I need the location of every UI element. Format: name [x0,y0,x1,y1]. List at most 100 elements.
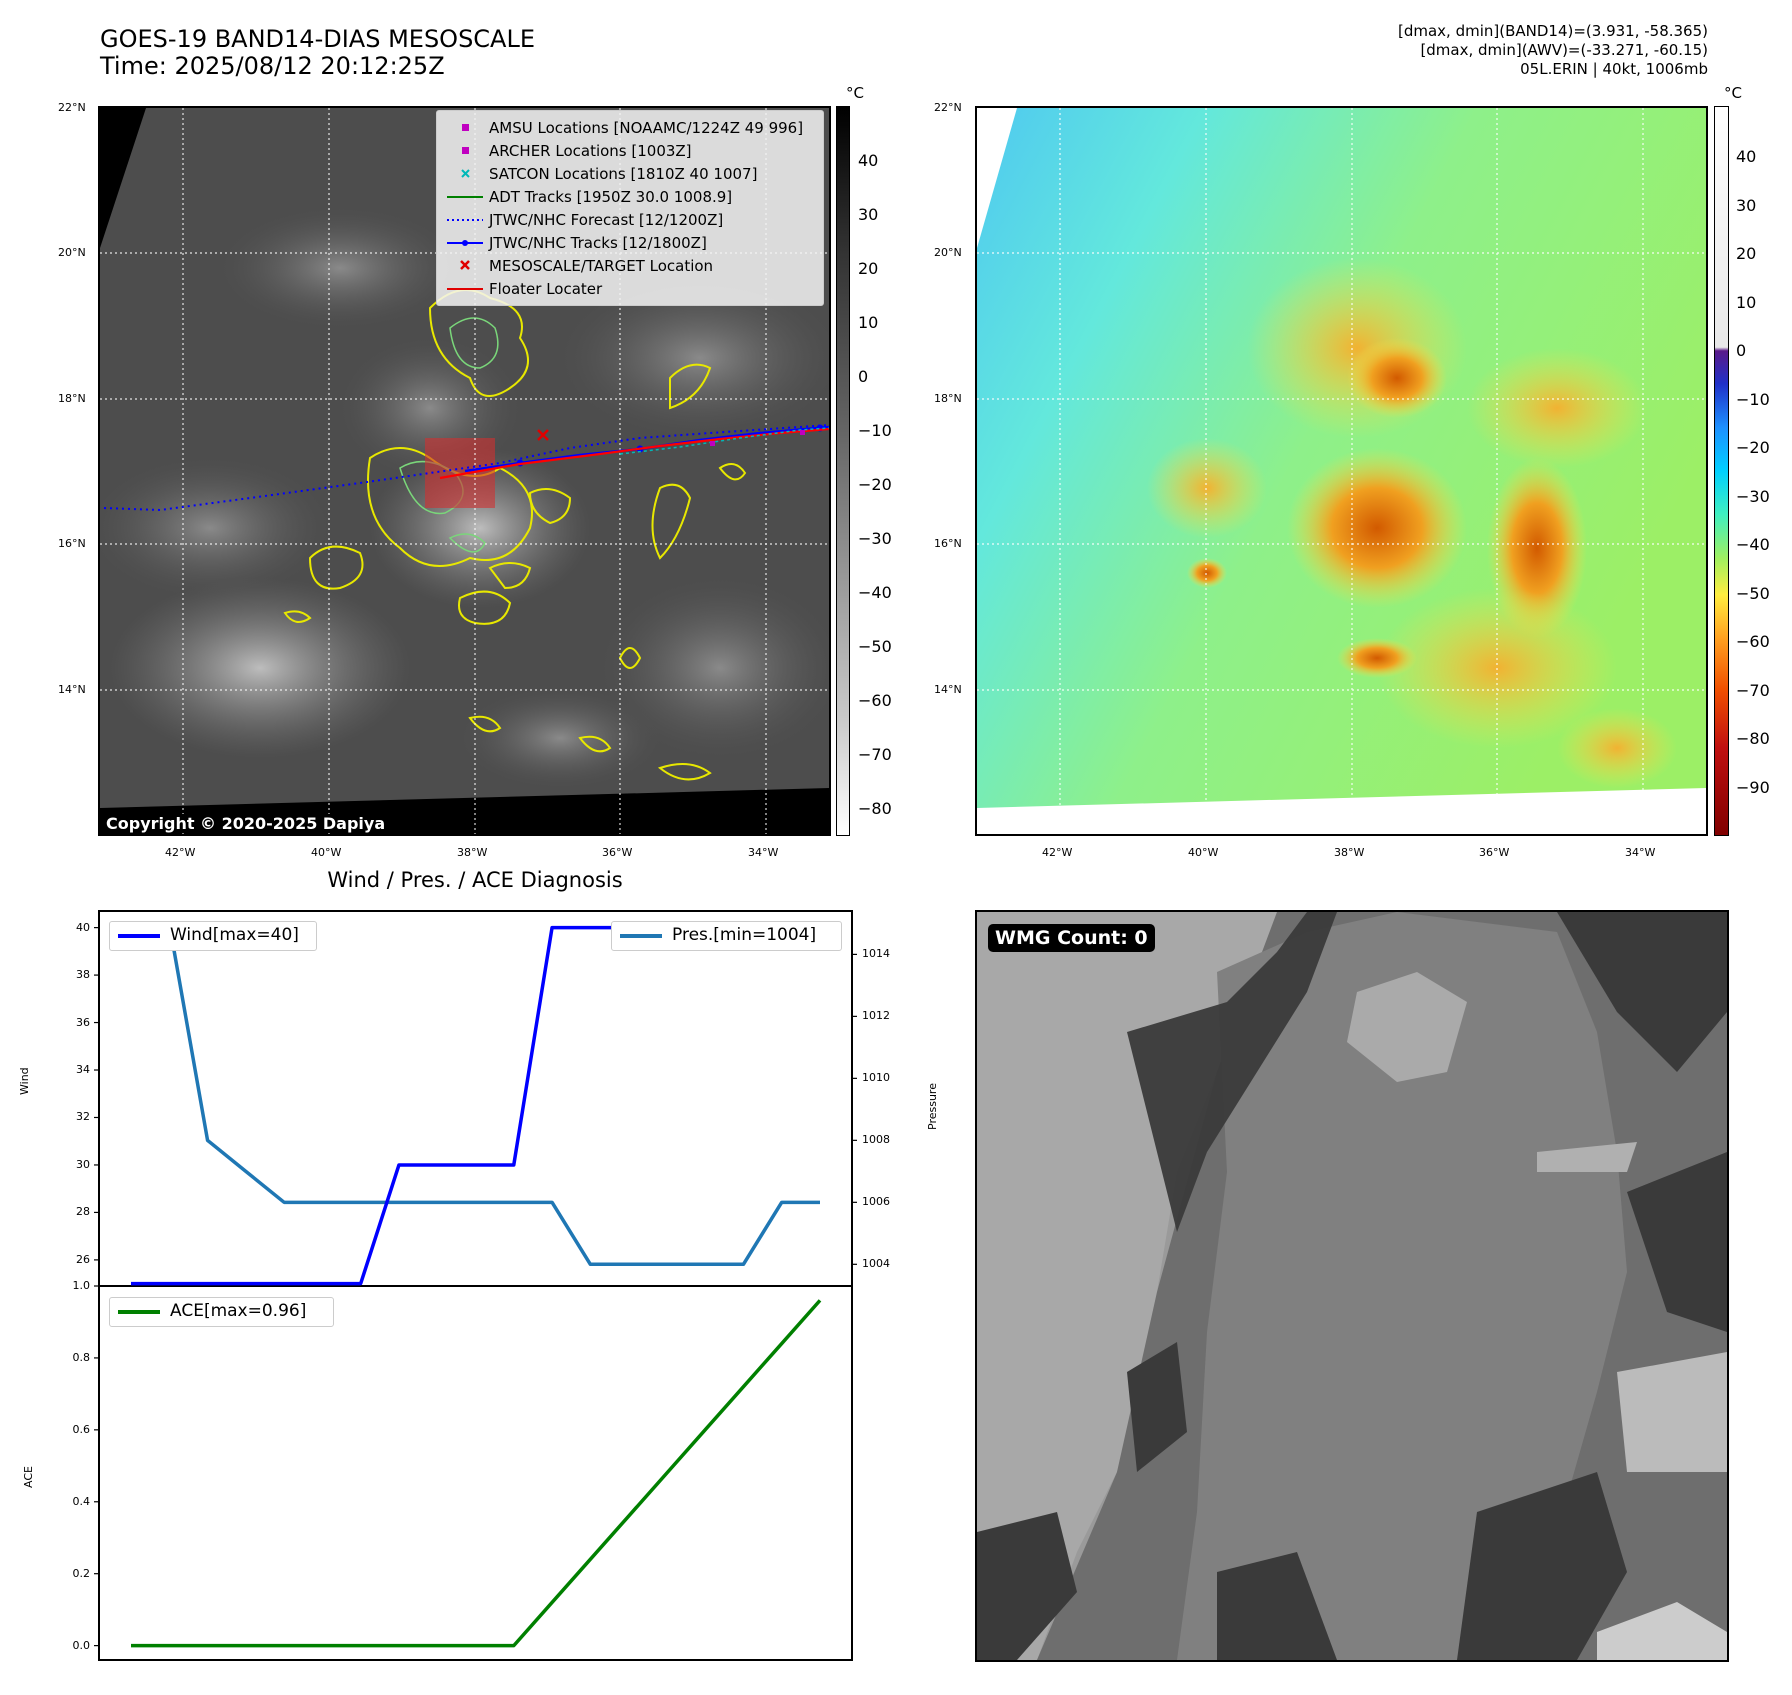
left-cb-tick-8: −30 [858,529,892,548]
rlon-tick-42: 42°W [1042,846,1073,859]
x-marker-icon [460,260,470,270]
right-colorbar-unit: °C [1724,84,1742,102]
wmg-image [977,912,1727,1660]
ace-tick-label: 0.6 [72,1422,91,1436]
left-cb-tick-3: 20 [858,259,879,278]
ace-tick-label: 0.8 [72,1350,91,1364]
lat-tick-14: 14°N [58,683,86,696]
pressure-legend: Pres.[min=1004] [611,921,842,951]
lat-tick-20: 20°N [58,246,86,259]
stats-info: [dmax, dmin](BAND14)=(3.931, -58.365) [d… [1108,22,1708,79]
right-cb-tick-12: −70 [1736,681,1770,700]
pressure-series-line [131,921,820,1267]
title-line-1: GOES-19 BAND14-DIAS MESOSCALE [100,25,536,53]
wind-tick-label: 38 [76,968,90,982]
lon-tick-36: 36°W [602,846,633,859]
rlat-tick-14: 14°N [934,683,962,696]
left-cb-tick-7: −20 [858,475,892,494]
wmg-panel: WMG Count: 0 [975,910,1729,1662]
pressure-legend-label: Pres.[min=1004] [672,925,817,945]
diagnosis-title: Wind / Pres. / ACE Diagnosis [327,868,623,892]
right-cb-tick-6: −10 [1736,390,1770,409]
lon-tick-34: 34°W [748,846,779,859]
info-line-2: [dmax, dmin](AWV)=(-33.271, -60.15) [1420,41,1708,59]
lon-tick-40: 40°W [311,846,342,859]
ace-frame [98,1285,853,1661]
rlat-tick-20: 20°N [934,246,962,259]
band14-map: AMSU Locations [NOAAMC/1224Z 49 996] ARC… [98,106,831,836]
awv-image [977,108,1706,834]
lat-tick-18: 18°N [58,392,86,405]
left-cb-tick-2: 30 [858,205,879,224]
right-cb-tick-10: −50 [1736,584,1770,603]
wind-tick-label: 32 [76,1110,90,1124]
wind-tick-label: 36 [76,1015,90,1029]
rlon-tick-34: 34°W [1625,846,1656,859]
right-cb-tick-1: 40 [1736,147,1757,166]
left-cb-tick-1: 40 [858,151,879,170]
pressure-axis-label: Pressure [926,1083,939,1130]
left-cb-tick-4: 10 [858,313,879,332]
wind-pressure-frame [98,910,853,1287]
right-cb-tick-3: 20 [1736,244,1757,263]
wmg-count-badge: WMG Count: 0 [988,924,1155,952]
pressure-tick-label: 1014 [862,947,890,961]
x-marker-icon [461,169,470,178]
wind-axis-label: Wind [18,1067,31,1095]
rlon-tick-38: 38°W [1334,846,1365,859]
pressure-tick-label: 1006 [862,1195,890,1209]
right-cb-tick-9: −40 [1736,535,1770,554]
wind-legend-label: Wind[max=40] [170,925,299,945]
dotted-line-icon [447,219,483,221]
ace-axis-label: ACE [22,1466,35,1488]
figure-title: GOES-19 BAND14-DIAS MESOSCALE Time: 2025… [100,26,535,80]
right-cb-tick-11: −60 [1736,632,1770,651]
info-line-3: 05L.ERIN | 40kt, 1006mb [1520,60,1708,78]
rlat-tick-18: 18°N [934,392,962,405]
pressure-tick-label: 1012 [862,1009,890,1023]
rlat-tick-16: 16°N [934,537,962,550]
wind-legend-swatch [118,934,160,938]
title-line-2: Time: 2025/08/12 20:12:25Z [100,52,445,80]
info-line-1: [dmax, dmin](BAND14)=(3.931, -58.365) [1397,22,1708,40]
left-cb-tick-10: −50 [858,637,892,656]
wind-series-line [131,925,820,1286]
left-colorbar-unit: °C [846,84,864,102]
pressure-tick-label: 1010 [862,1071,890,1085]
ace-tick-label: 0.0 [72,1638,91,1652]
awv-map [975,106,1708,836]
right-cb-tick-4: 10 [1736,293,1757,312]
right-cb-tick-14: −90 [1736,778,1770,797]
wind-tick-label: 26 [76,1252,90,1266]
ace-tick-label: 1.0 [72,1279,91,1292]
lon-tick-42: 42°W [165,846,196,859]
map-legend: AMSU Locations [NOAAMC/1224Z 49 996] ARC… [436,110,824,306]
rlon-tick-40: 40°W [1188,846,1219,859]
line-dot-icon [447,240,483,246]
wind-legend: Wind[max=40] [109,921,317,951]
ace-legend-swatch [118,1310,160,1314]
ace-tick-label: 0.4 [72,1494,91,1508]
left-cb-tick-5: 0 [858,367,869,386]
rlon-tick-36: 36°W [1479,846,1510,859]
left-cb-tick-6: −10 [858,421,892,440]
left-cb-tick-11: −60 [858,691,892,710]
square-marker-icon [462,147,469,154]
right-cb-tick-13: −80 [1736,729,1770,748]
left-cb-tick-9: −40 [858,583,892,602]
lat-tick-22: 22°N [58,101,86,114]
line-marker-icon [447,288,483,290]
lat-tick-16: 16°N [58,537,86,550]
wind-tick-label: 28 [76,1205,90,1219]
copyright-text: Copyright © 2020-2025 Dapiya [104,814,388,833]
right-colorbar [1714,106,1729,836]
line-marker-icon [447,196,483,198]
right-cb-tick-2: 30 [1736,196,1757,215]
ace-legend-label: ACE[max=0.96] [170,1301,307,1321]
left-cb-tick-12: −70 [858,745,892,764]
right-cb-tick-8: −30 [1736,487,1770,506]
wind-tick-label: 34 [76,1063,90,1077]
left-cb-tick-13: −80 [858,799,892,818]
pressure-tick-label: 1004 [862,1257,890,1271]
wind-tick-label: 40 [76,920,90,934]
